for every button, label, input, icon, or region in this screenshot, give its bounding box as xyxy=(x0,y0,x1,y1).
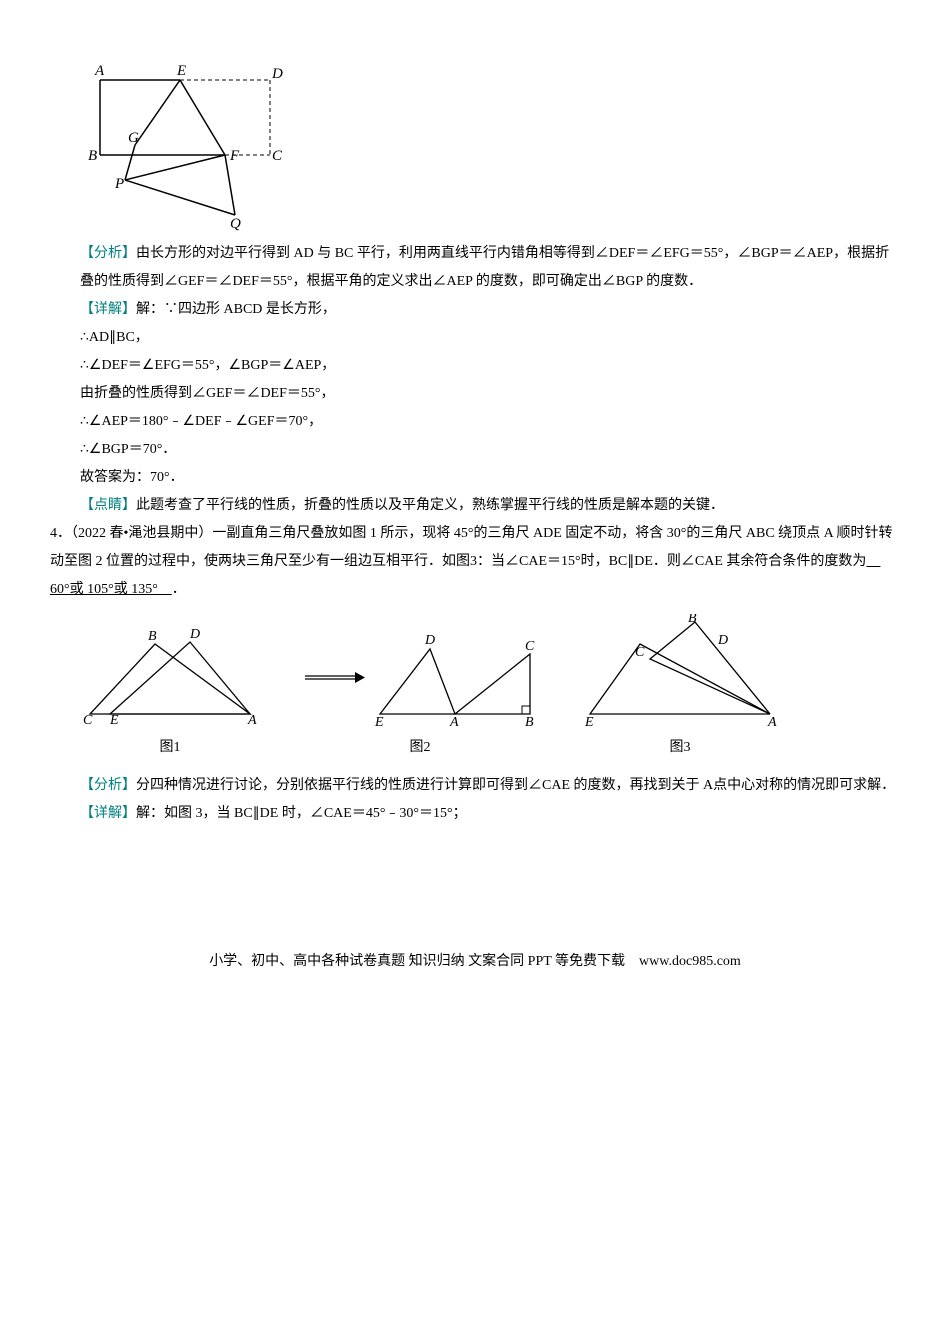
figure-row: C E A B D 图1 E A B D C 图2 E A xyxy=(80,614,900,762)
detail-1-line-5: ∴∠BGP＝70°． xyxy=(80,436,900,464)
svg-text:A: A xyxy=(449,715,459,730)
figure-1: C E A B D 图1 xyxy=(80,624,260,762)
svg-text:F: F xyxy=(229,148,240,164)
svg-text:D: D xyxy=(189,627,200,642)
detail-2-label: 【详解】 xyxy=(80,806,136,821)
detail-2: 【详解】解：如图 3，当 BC∥DE 时，∠CAE＝45°﹣30°＝15°； xyxy=(80,800,900,828)
svg-text:C: C xyxy=(83,713,93,728)
dianjing-1: 【点睛】此题考查了平行线的性质，折叠的性质以及平角定义，熟练掌握平行线的性质是解… xyxy=(80,492,900,520)
analysis-1-text: 由长方形的对边平行得到 AD 与 BC 平行，利用两直线平行内错角相等得到∠DE… xyxy=(80,246,889,289)
svg-text:D: D xyxy=(717,633,728,648)
question-4: 4．（2022 春•渑池县期中）一副直角三角尺叠放如图 1 所示，现将 45°的… xyxy=(50,520,900,604)
svg-text:B: B xyxy=(688,614,697,626)
detail-1-line-4: ∴∠AEP＝180°﹣∠DEF﹣∠GEF＝70°， xyxy=(80,408,900,436)
q4-source: （2022 春•渑池县期中） xyxy=(71,526,212,541)
svg-text:E: E xyxy=(109,713,119,728)
svg-text:E: E xyxy=(584,715,594,730)
svg-text:D: D xyxy=(424,633,435,648)
dianjing-label: 【点睛】 xyxy=(80,498,136,513)
svg-text:E: E xyxy=(374,715,384,730)
detail-label: 【详解】 xyxy=(80,302,136,317)
svg-text:B: B xyxy=(525,715,534,730)
detail-2-text: 解：如图 3，当 BC∥DE 时，∠CAE＝45°﹣30°＝15°； xyxy=(136,806,467,821)
figure-2: E A B D C 图2 xyxy=(300,624,540,762)
analysis-2: 【分析】分四种情况进行讨论，分别依据平行线的性质进行计算即可得到∠CAE 的度数… xyxy=(80,772,900,800)
analysis-2-text: 分四种情况进行讨论，分别依据平行线的性质进行计算即可得到∠CAE 的度数，再找到… xyxy=(136,778,895,793)
figure-3: E A B C D 图3 xyxy=(580,614,780,762)
analysis-label: 【分析】 xyxy=(80,246,136,261)
svg-text:B: B xyxy=(88,148,97,164)
detail-1-line-3: 由折叠的性质得到∠GEF＝∠DEF＝55°， xyxy=(80,380,900,408)
detail-1-line-1: ∴AD∥BC， xyxy=(80,324,900,352)
svg-text:C: C xyxy=(272,148,283,164)
svg-text:Q: Q xyxy=(230,216,241,232)
analysis-2-label: 【分析】 xyxy=(80,778,136,793)
fig3-label: 图3 xyxy=(580,734,780,762)
q4-num: 4． xyxy=(50,526,71,541)
svg-text:D: D xyxy=(271,66,283,82)
detail-1-line-6: 故答案为：70°． xyxy=(80,464,900,492)
svg-text:A: A xyxy=(94,63,105,79)
dianjing-1-text: 此题考查了平行线的性质，折叠的性质以及平角定义，熟练掌握平行线的性质是解本题的关… xyxy=(136,498,724,513)
svg-text:B: B xyxy=(148,629,157,644)
detail-1-line-2: ∴∠DEF＝∠EFG＝55°，∠BGP＝∠AEP， xyxy=(80,352,900,380)
svg-text:A: A xyxy=(247,713,257,728)
svg-text:G: G xyxy=(128,130,139,146)
fig1-label: 图1 xyxy=(80,734,260,762)
svg-text:C: C xyxy=(525,639,535,654)
svg-text:E: E xyxy=(176,63,186,79)
fold-svg: A E D B G F C P Q xyxy=(80,60,290,240)
detail-1-line-0: 【详解】解：∵四边形 ABCD 是长方形， xyxy=(80,296,900,324)
page-footer: 小学、初中、高中各种试卷真题 知识归纳 文案合同 PPT 等免费下载 www.d… xyxy=(50,948,900,976)
svg-text:A: A xyxy=(767,715,777,730)
fig2-label: 图2 xyxy=(300,734,540,762)
svg-text:C: C xyxy=(635,645,645,660)
svg-text:P: P xyxy=(114,176,124,192)
analysis-1: 【分析】由长方形的对边平行得到 AD 与 BC 平行，利用两直线平行内错角相等得… xyxy=(80,240,900,296)
figure-fold: A E D B G F C P Q xyxy=(80,60,900,240)
